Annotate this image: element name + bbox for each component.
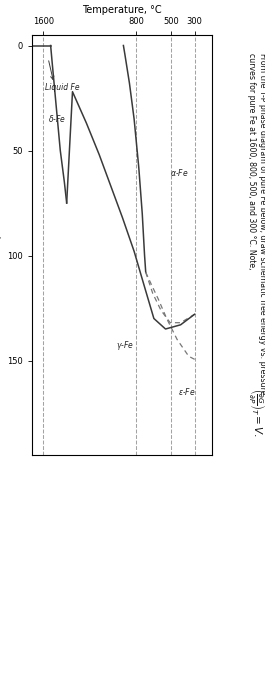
- X-axis label: Temperature, °C: Temperature, °C: [82, 5, 162, 15]
- Text: $\delta$-Fe: $\delta$-Fe: [48, 113, 67, 124]
- Text: $\alpha$-Fe: $\alpha$-Fe: [170, 167, 189, 178]
- Text: $\gamma$-Fe: $\gamma$-Fe: [116, 340, 134, 353]
- Text: $\varepsilon$-Fe: $\varepsilon$-Fe: [178, 386, 195, 397]
- Text: Liquid Fe: Liquid Fe: [45, 83, 79, 92]
- Text: $\left(\frac{\partial G}{\partial P}\right)_T = V.$: $\left(\frac{\partial G}{\partial P}\rig…: [247, 389, 265, 438]
- Text: From the T-P phase diagram of pure Fe below, draw schematic free energy vs. pres: From the T-P phase diagram of pure Fe be…: [247, 53, 265, 395]
- Y-axis label: Pressure, kbar: Pressure, kbar: [0, 210, 3, 280]
